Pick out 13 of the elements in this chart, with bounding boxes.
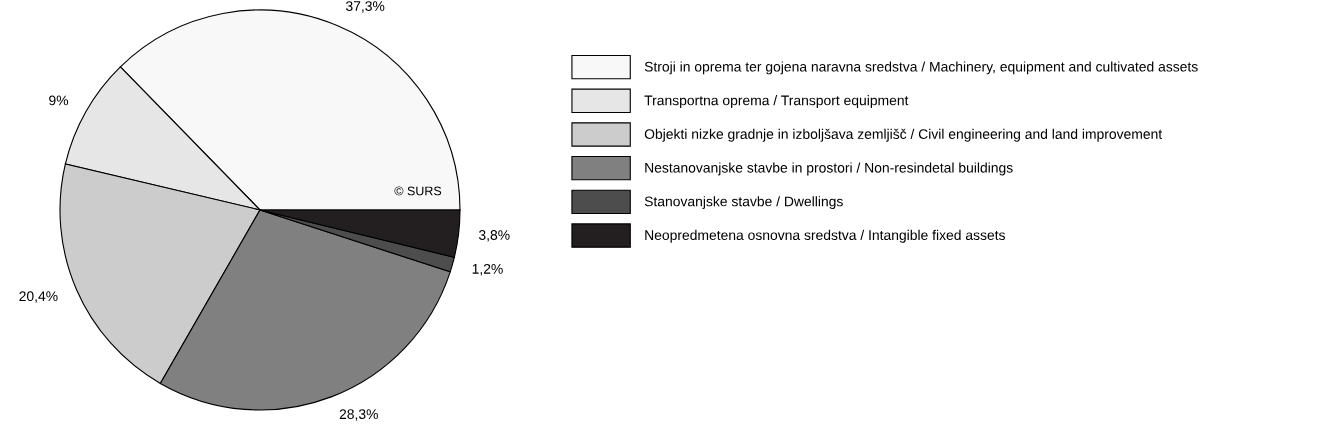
legend-label: Stanovanjske stavbe / Dwellings	[644, 196, 843, 210]
legend-label: Transportna oprema / Transport equipment	[644, 95, 909, 109]
data-label: 1,2%	[472, 263, 503, 276]
legend-label: Objekti nizke gradnje in izboljšava zemljišč / Civil engineering and land improvement	[644, 128, 1163, 142]
data-label: 3,8%	[478, 230, 510, 242]
legend-label: Nestanovanjske stavbe in prostori / Non-resindetal buildings	[645, 162, 1013, 176]
data-label: 20,4%	[19, 291, 58, 303]
data-label: 37,3%	[346, 1, 385, 13]
text: © SURS	[394, 186, 442, 196]
legend-label: Neopredmetena osnovna sredstva / Intangible fixed assets	[645, 229, 1005, 243]
data-label: 9%	[49, 95, 69, 106]
data-label: 28,3%	[339, 409, 378, 421]
legend-label: Stroji in oprema ter gojena naravna sredstva / Machinery, equipment and cultivated assets	[644, 61, 1198, 75]
